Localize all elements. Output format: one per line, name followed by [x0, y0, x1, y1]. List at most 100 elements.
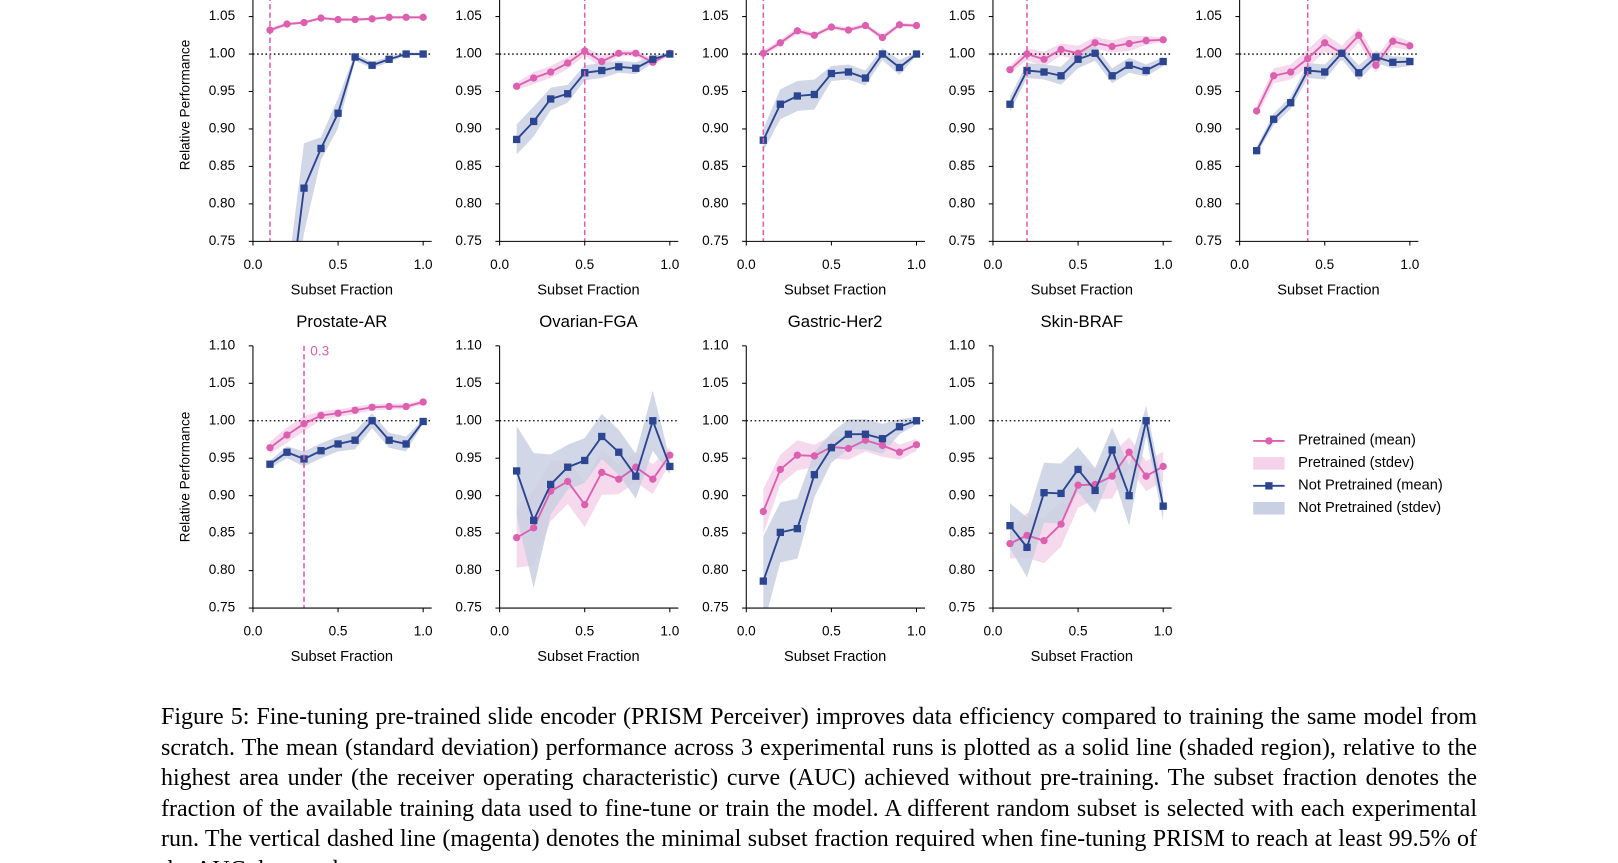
- marker: [564, 463, 572, 471]
- marker: [1108, 472, 1116, 480]
- legend-label: Not Pretrained (stdev): [1298, 500, 1441, 516]
- marker: [844, 444, 853, 453]
- marker: [1091, 486, 1099, 495]
- marker: [385, 402, 393, 411]
- mean-line: [515, 53, 671, 141]
- panel-title: Skin-BRAF: [1040, 312, 1123, 331]
- marker: [547, 480, 555, 489]
- panel: [252, 398, 432, 468]
- y-tick-label: 0.75: [209, 233, 235, 248]
- marker: [351, 436, 359, 444]
- marker: [793, 92, 802, 100]
- y-tick-label: 0.90: [455, 121, 482, 136]
- y-tick-label: 1.05: [949, 8, 975, 23]
- marker: [1108, 72, 1116, 80]
- x-tick-label: 0.5: [329, 257, 348, 272]
- x-tick-label: 0.5: [1069, 624, 1088, 639]
- marker: [530, 117, 538, 126]
- y-tick-label: 1.05: [702, 375, 728, 390]
- marker: [912, 50, 921, 58]
- x-tick-label: 0.0: [243, 257, 262, 272]
- y-tick-label: 0.75: [702, 233, 728, 248]
- threshold-label: 0.3: [310, 344, 329, 359]
- marker: [1023, 66, 1031, 75]
- marker: [368, 417, 376, 425]
- marker: [419, 398, 427, 406]
- marker: [368, 61, 376, 69]
- marker: [402, 440, 410, 448]
- marker: [878, 441, 887, 450]
- x-tick-label: 0.0: [984, 624, 1003, 639]
- x-tick-label: 1.0: [414, 624, 433, 639]
- y-tick-label: 0.85: [209, 158, 235, 173]
- marker: [810, 31, 819, 39]
- y-tick-label: 1.05: [455, 8, 481, 23]
- marker: [1389, 37, 1397, 45]
- marker: [1006, 100, 1014, 108]
- mean-line: [1009, 420, 1165, 550]
- x-axis-label: Subset Fraction: [1031, 282, 1133, 298]
- y-tick-label: 0.95: [455, 83, 481, 98]
- x-axis-label: Subset Fraction: [784, 282, 886, 298]
- x-tick-label: 0.5: [575, 624, 594, 639]
- y-tick-label: 0.75: [702, 600, 728, 615]
- marker: [351, 53, 359, 61]
- marker: [1159, 462, 1167, 471]
- marker: [615, 49, 623, 57]
- marker: [564, 90, 572, 98]
- stdev-band: [291, 52, 424, 242]
- mean-line: [269, 16, 424, 31]
- mean-line: [1009, 450, 1164, 545]
- marker: [827, 444, 836, 452]
- y-tick-label: 0.85: [1195, 158, 1221, 173]
- y-tick-label: 1.00: [949, 46, 976, 61]
- x-tick-label: 1.0: [660, 624, 679, 639]
- stdev-band: [763, 48, 917, 152]
- y-tick-label: 0.90: [209, 121, 236, 136]
- y-tick-label: 0.75: [949, 233, 975, 248]
- marker: [1074, 465, 1082, 474]
- marker: [1372, 61, 1380, 69]
- marker: [632, 64, 640, 72]
- x-axis-label: Subset Fraction: [784, 649, 886, 665]
- marker: [1040, 68, 1048, 76]
- stdev-band: [1009, 405, 1164, 578]
- marker: [759, 49, 767, 57]
- marker: [1006, 66, 1014, 74]
- marker: [1372, 53, 1380, 61]
- marker: [861, 74, 870, 82]
- y-tick-label: 1.10: [702, 337, 729, 352]
- y-axis-label: Relative Performance: [178, 412, 193, 543]
- marker: [615, 63, 623, 71]
- x-tick-label: 0.0: [490, 257, 509, 272]
- legend-label: Not Pretrained (mean): [1298, 478, 1443, 494]
- marker: [1321, 68, 1329, 76]
- marker: [861, 436, 870, 444]
- marker: [530, 516, 538, 525]
- y-tick-label: 0.80: [949, 195, 976, 210]
- marker: [266, 460, 274, 468]
- marker: [1389, 58, 1397, 66]
- y-tick-label: 0.85: [702, 158, 728, 173]
- marker: [300, 184, 308, 192]
- marker: [581, 501, 589, 509]
- marker: [402, 50, 410, 58]
- stdev-band: [1256, 27, 1410, 117]
- marker: [666, 451, 674, 459]
- marker: [1142, 66, 1150, 75]
- marker: [810, 471, 819, 479]
- y-tick-label: 1.00: [455, 412, 482, 427]
- marker: [810, 452, 819, 460]
- marker: [810, 90, 819, 99]
- y-tick-label: 1.00: [949, 412, 976, 427]
- y-tick-label: 0.75: [1195, 233, 1221, 248]
- stdev-band: [763, 417, 917, 609]
- marker: [1252, 107, 1261, 115]
- marker: [632, 472, 640, 480]
- x-axis-label: Subset Fraction: [291, 282, 393, 298]
- marker: [1040, 489, 1048, 497]
- y-tick-label: 1.00: [1195, 46, 1222, 61]
- y-tick-label: 1.00: [209, 412, 236, 427]
- y-tick-label: 1.05: [209, 375, 235, 390]
- marker: [1252, 147, 1261, 155]
